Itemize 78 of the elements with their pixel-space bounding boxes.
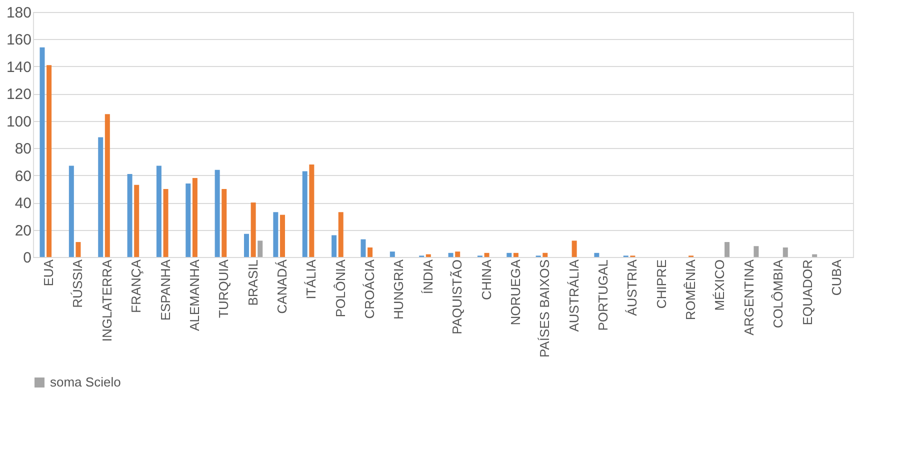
- bar: [222, 188, 227, 257]
- bar: [214, 170, 220, 257]
- bar: [76, 242, 81, 257]
- bar: [368, 247, 373, 257]
- bar: [127, 174, 132, 257]
- x-tick-label: CUBA: [828, 259, 844, 296]
- y-tick-label: 0: [23, 250, 32, 266]
- x-tick-label: INGLATERRA: [99, 259, 114, 342]
- bar: [338, 212, 344, 257]
- x-tick-label: BRASIL: [245, 260, 260, 306]
- y-tick-label: 20: [14, 222, 32, 240]
- x-tick-label: PAQUISTÃO: [450, 260, 465, 334]
- bar: [332, 235, 337, 257]
- bar: [390, 252, 395, 257]
- x-tick-label: MÉXICO: [712, 260, 728, 311]
- bar: [594, 252, 600, 257]
- bar: [426, 254, 431, 257]
- x-tick-label: COLÔMBIA: [770, 259, 786, 328]
- bar: [192, 178, 198, 257]
- x-tick-label: PORTUGAL: [596, 260, 610, 331]
- x-tick-label: PAÍSES BAIXOS: [537, 259, 552, 358]
- x-tick-label: CHINA: [478, 259, 494, 300]
- bar: [163, 188, 168, 257]
- x-tick-label: EQUADOR: [800, 260, 815, 326]
- x-tick-label: ROMÊNIA: [683, 259, 698, 320]
- bar: [244, 234, 250, 257]
- bar: [186, 184, 191, 257]
- x-tick-label: CROÁCIA: [362, 259, 378, 319]
- x-tick-label: HUNGRIA: [391, 259, 406, 320]
- x-tick-label: AUSTRÁLIA: [566, 259, 582, 332]
- y-tick-label: 80: [14, 140, 32, 158]
- x-tick-label: FRANÇA: [128, 259, 144, 313]
- y-tick-label: 60: [14, 168, 32, 185]
- y-tick-label: 140: [6, 58, 32, 76]
- bar: [782, 247, 788, 257]
- x-tick-label: ÍNDIA: [420, 259, 436, 294]
- y-tick-label: 120: [6, 86, 32, 104]
- x-tick-label: ALEMANHA: [186, 259, 202, 332]
- bar: [68, 166, 74, 257]
- y-tick-label: 180: [6, 4, 32, 22]
- bar: [448, 252, 454, 257]
- x-tick-label: EUA: [41, 259, 56, 286]
- bar: [156, 166, 162, 257]
- bar: [542, 252, 548, 257]
- bar: [250, 202, 256, 257]
- bar: [280, 214, 285, 257]
- bar: [302, 171, 308, 257]
- y-tick-label: 100: [6, 113, 32, 130]
- y-tick-label: 160: [6, 32, 32, 49]
- bar: [812, 254, 818, 257]
- x-tick-label: CANADÁ: [274, 259, 290, 314]
- x-tick-label: NORUEGA: [508, 259, 523, 326]
- bar: [46, 65, 52, 257]
- bar: [40, 47, 45, 257]
- bar: [309, 164, 314, 257]
- bar: [484, 252, 490, 257]
- bar: [360, 239, 366, 257]
- bar: [273, 212, 278, 257]
- bar: [724, 242, 730, 257]
- x-tick-label: CHIPRE: [654, 259, 669, 309]
- x-tick-label: ESPANHA: [158, 259, 173, 321]
- bar: [455, 252, 460, 257]
- y-tick-label: 40: [14, 195, 32, 212]
- bar: [506, 252, 512, 257]
- bar: [104, 114, 110, 257]
- x-tick-label: POLÔNIA: [332, 259, 348, 318]
- bar: [572, 240, 577, 257]
- bar: [258, 240, 263, 257]
- legend-label: soma Scielo: [50, 374, 121, 390]
- x-tick-label: ITÁLIA: [304, 259, 319, 300]
- bar: [134, 184, 140, 257]
- bar: [98, 137, 104, 257]
- bar: [513, 252, 518, 257]
- x-tick-label: ARGENTINA: [741, 259, 756, 336]
- x-tick-label: TURQUIA: [216, 259, 232, 318]
- x-tick-label: ÁUSTRIA: [624, 259, 640, 316]
- x-tick-label: RÚSSIA: [70, 259, 86, 308]
- bar: [754, 246, 759, 257]
